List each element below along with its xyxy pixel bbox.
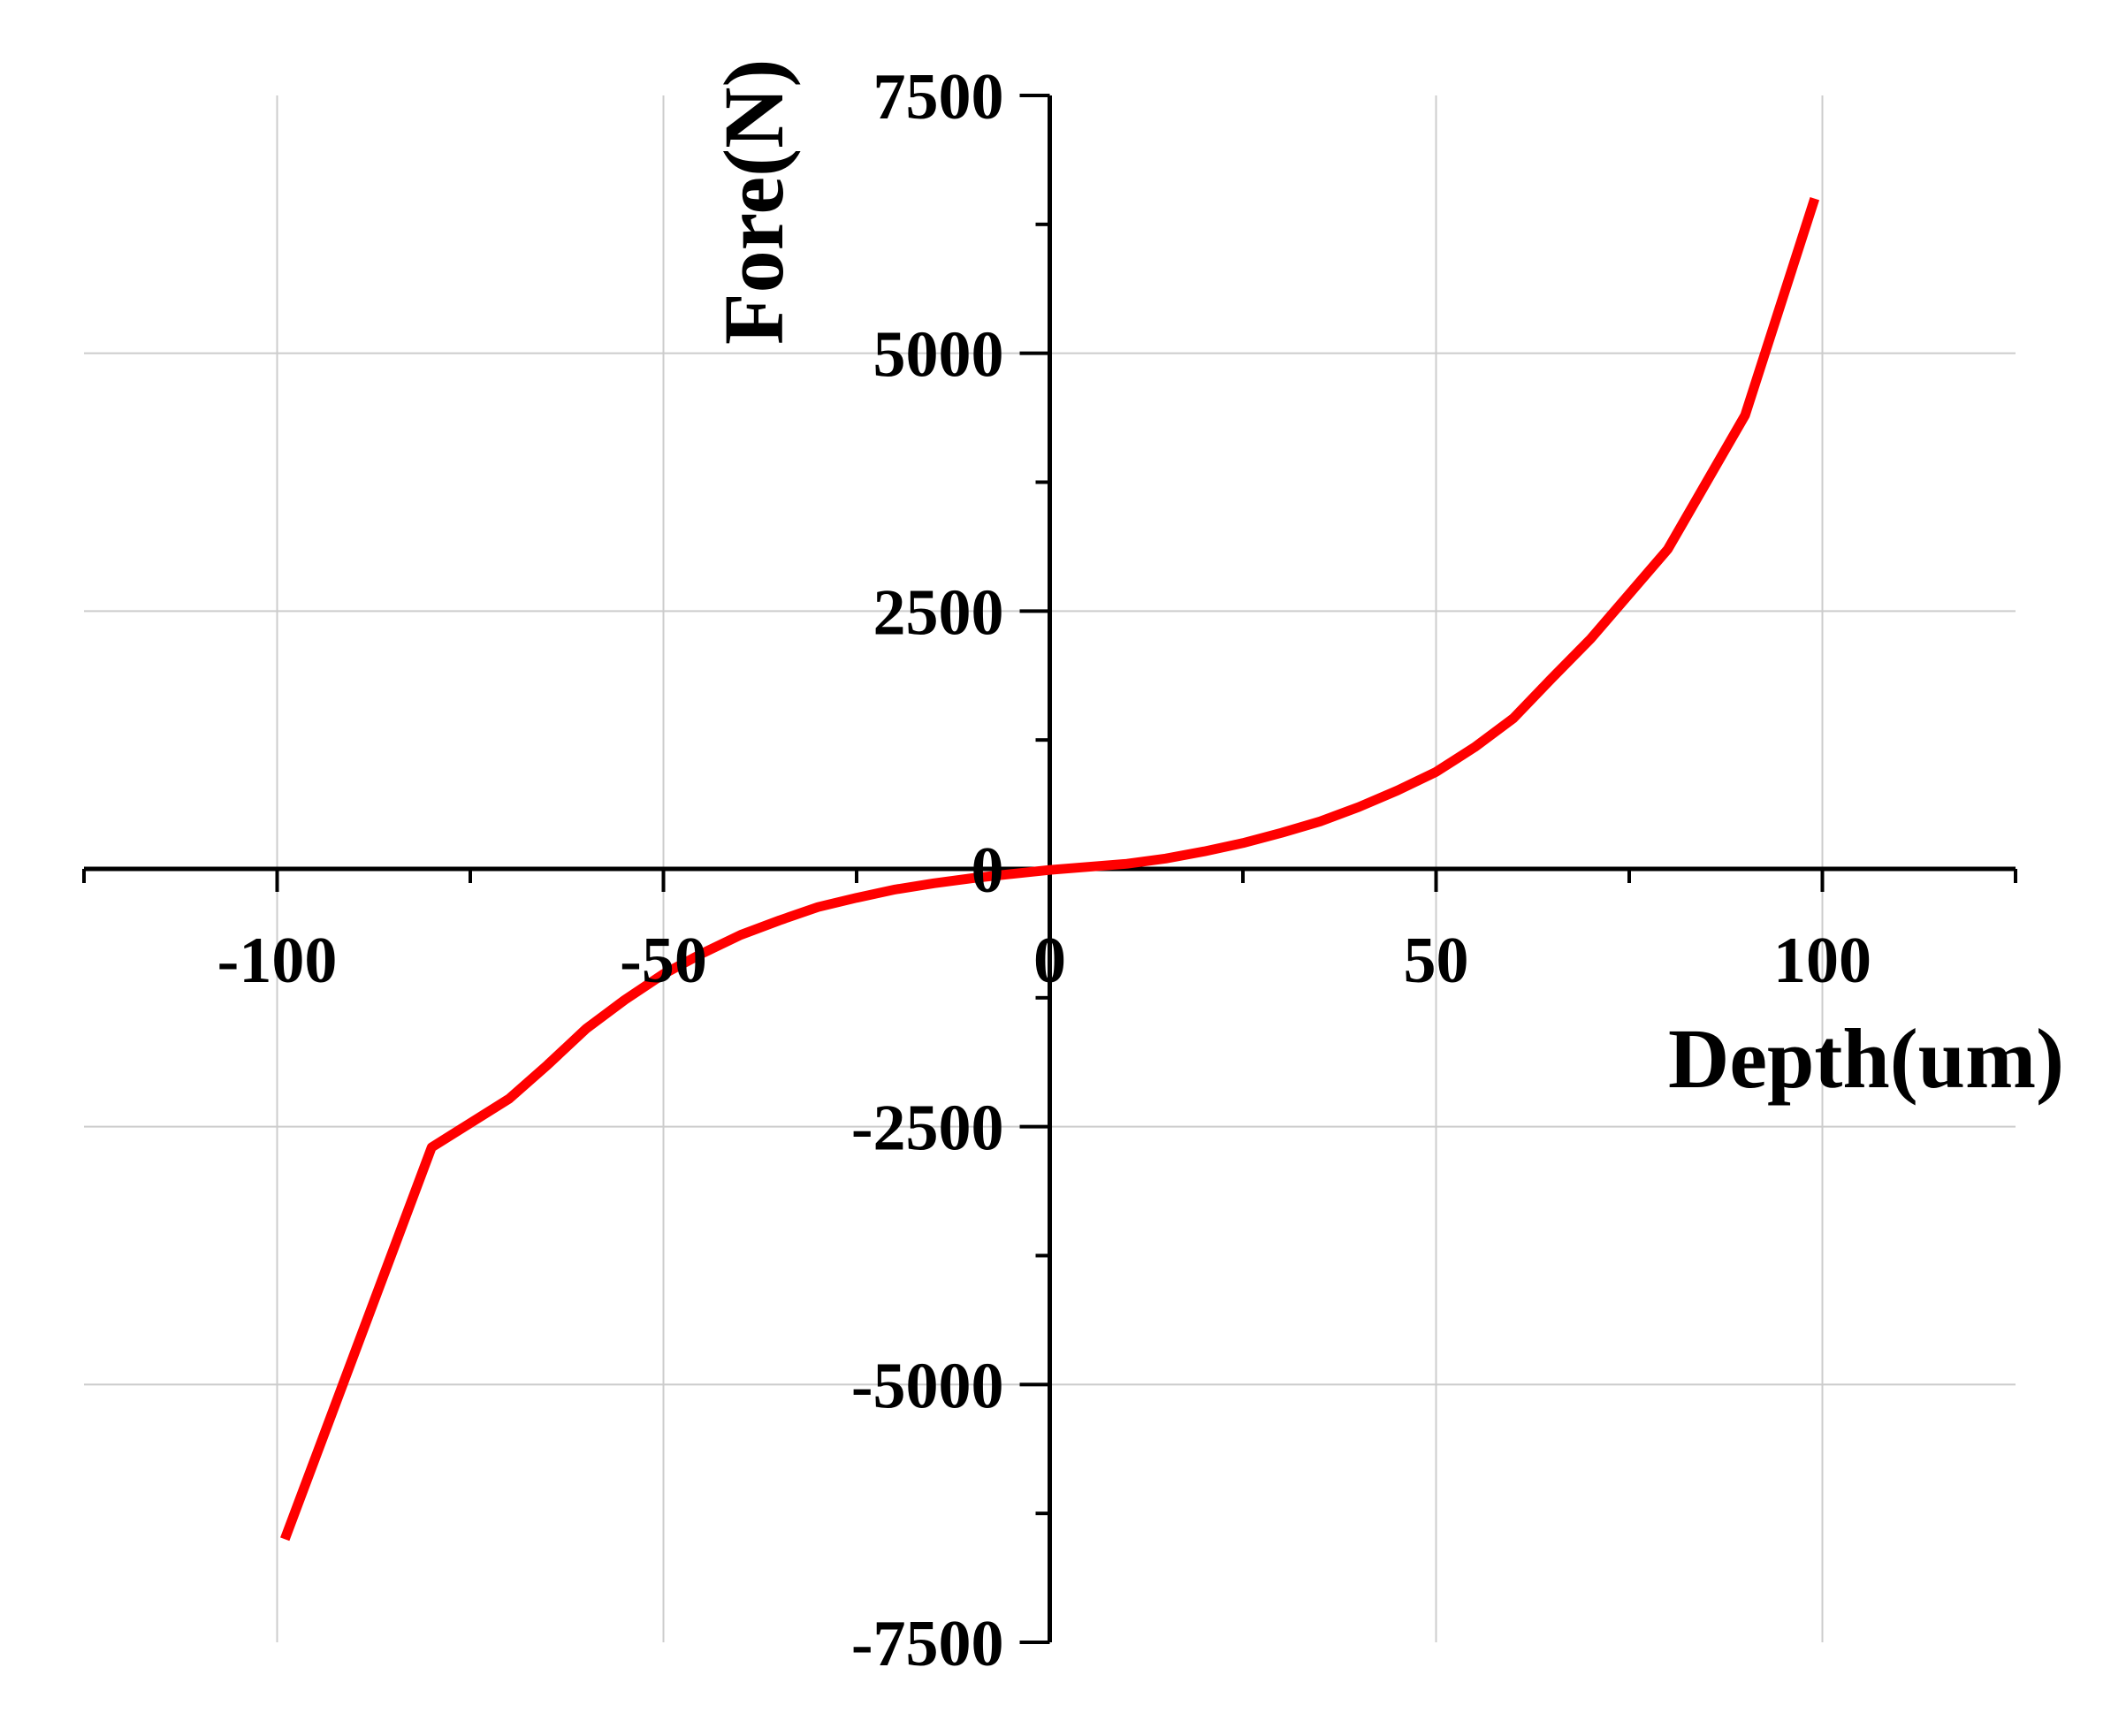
y-tick-label: 5000 bbox=[873, 319, 1004, 392]
x-tick-label: 100 bbox=[1773, 925, 1871, 997]
x-tick-label: 0 bbox=[1033, 925, 1066, 997]
tick-labels: -100 -50 0 50 100 -7500 -5000 -2500 0 2500 5000 750… bbox=[217, 61, 1871, 1680]
x-axis-title: Depth(um) bbox=[1668, 1011, 2064, 1106]
y-tick-label: 2500 bbox=[873, 576, 1004, 649]
y-tick-label: -2500 bbox=[851, 1093, 1004, 1165]
y-tick-label: 0 bbox=[972, 834, 1004, 907]
x-tick-label: -100 bbox=[217, 925, 338, 997]
series-layer bbox=[280, 197, 1820, 1542]
y-axis-title: Fore(N) bbox=[706, 59, 801, 345]
x-tick-label: -50 bbox=[620, 925, 707, 997]
y-tick-label: -5000 bbox=[851, 1350, 1004, 1422]
y-tick-label: 7500 bbox=[873, 61, 1004, 133]
x-tick-label: 50 bbox=[1404, 925, 1469, 997]
series-line bbox=[280, 197, 1820, 1542]
y-tick-label: -7500 bbox=[851, 1608, 1004, 1680]
